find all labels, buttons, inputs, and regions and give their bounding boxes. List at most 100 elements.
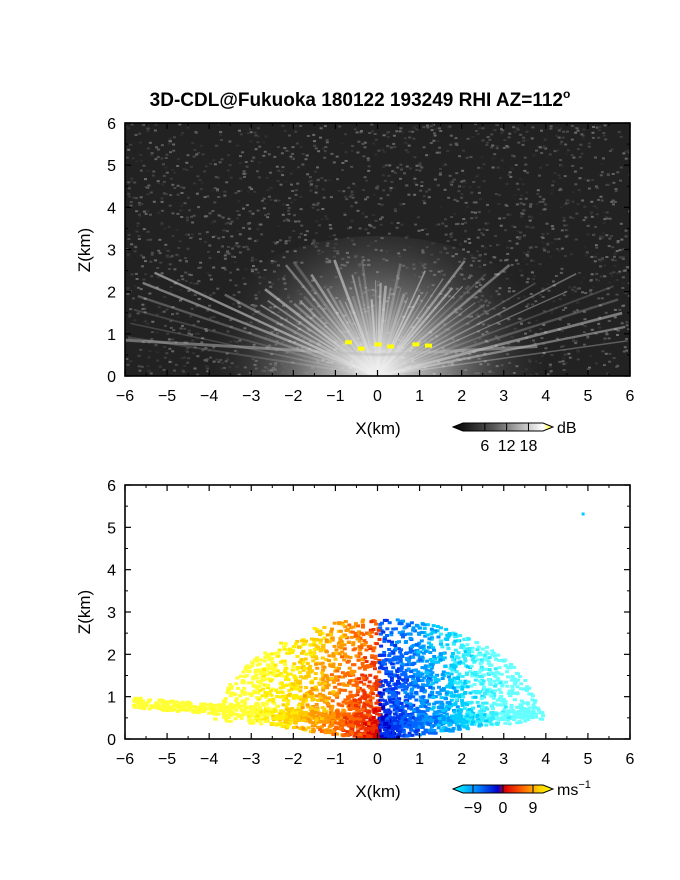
noise-speck [608, 150, 612, 152]
velocity-pixel [469, 684, 474, 688]
noise-speck [179, 134, 183, 137]
noise-speck [595, 213, 599, 216]
velocity-pixel [431, 624, 436, 628]
velocity-pixel [279, 641, 284, 645]
velocity-pixel [467, 707, 472, 711]
velocity-pixel [466, 701, 471, 704]
noise-speck [146, 169, 150, 172]
velocity-pixel [488, 671, 493, 675]
velocity-pixel [445, 704, 450, 708]
velocity-pixel [324, 674, 329, 678]
velocity-pixel [444, 693, 449, 697]
velocity-pixel [367, 680, 372, 684]
velocity-pixel [315, 708, 320, 712]
fan-ray [376, 303, 486, 376]
velocity-pixel [377, 691, 382, 695]
velocity-pixel [256, 668, 261, 672]
noise-speck [127, 148, 131, 151]
velocity-pixel [259, 722, 264, 726]
noise-speck [291, 157, 295, 160]
velocity-pixel [233, 717, 238, 721]
noise-speck [554, 126, 558, 129]
velocity-pixel [449, 672, 454, 676]
velocity-pixel [470, 674, 475, 678]
noise-speck [168, 359, 172, 362]
velocity-pixel [246, 681, 251, 685]
noise-speck [229, 271, 233, 274]
noise-speck [275, 165, 279, 168]
noise-speck [195, 153, 199, 156]
noise-speck [293, 214, 296, 217]
noise-speck [564, 255, 567, 257]
velocity-pixel [453, 681, 458, 685]
noise-speck [127, 195, 131, 198]
velocity-pixel [319, 725, 324, 729]
noise-speck [155, 313, 159, 316]
noise-speck [142, 278, 146, 281]
noise-speck [372, 142, 376, 145]
velocity-pixel [400, 672, 405, 676]
velocity-pixel [229, 685, 234, 689]
velocity-pixel [389, 679, 394, 683]
velocity-pixel [286, 699, 291, 703]
velocity-pixel [381, 661, 385, 665]
velocity-pixel [399, 706, 403, 710]
velocity-pixel [515, 705, 520, 709]
velocity-pixel [429, 637, 434, 641]
velocity-pixel [416, 670, 421, 674]
noise-speck [393, 145, 397, 148]
noise-speck [579, 167, 583, 170]
noise-speck [603, 218, 607, 221]
noise-speck [313, 144, 317, 147]
noise-speck [621, 287, 625, 289]
noise-speck [497, 194, 501, 197]
velocity-pixel [387, 698, 392, 702]
velocity-pixel [250, 661, 255, 665]
noise-speck [127, 238, 131, 240]
velocity-pixel [479, 665, 484, 669]
noise-speck [287, 239, 291, 242]
velocity-pixel [479, 697, 484, 701]
velocity-pixel [368, 701, 373, 705]
noise-speck [433, 134, 437, 137]
velocity-pixel [342, 658, 347, 662]
velocity-pixel [450, 668, 455, 672]
velocity-pixel [424, 728, 429, 732]
noise-speck [627, 294, 630, 297]
noise-speck [444, 218, 447, 221]
velocity-pixel [384, 701, 389, 705]
noise-speck [238, 233, 242, 236]
noise-speck [237, 200, 241, 203]
noise-speck [206, 195, 210, 198]
velocity-pixel [234, 682, 239, 686]
velocity-pixel [262, 717, 267, 721]
noise-speck [319, 136, 322, 139]
fan-ray [326, 288, 379, 376]
velocity-pixel [340, 671, 345, 675]
noise-speck [493, 153, 497, 156]
noise-speck [168, 204, 172, 207]
noise-speck [554, 275, 558, 277]
noise-speck [181, 132, 185, 135]
noise-speck [563, 290, 567, 293]
velocity-pixel [478, 690, 483, 694]
velocity-pixel [247, 692, 252, 696]
noise-speck [159, 261, 163, 264]
velocity-pixel [356, 658, 361, 662]
noise-speck [476, 250, 479, 253]
noise-speck [450, 232, 454, 235]
noise-speck [313, 140, 316, 143]
velocity-pixel [381, 733, 386, 737]
velocity-pixel [266, 663, 270, 667]
velocity-pixel [398, 619, 402, 623]
velocity-pixel [443, 665, 448, 668]
velocity-pixel [321, 693, 326, 697]
noise-speck [254, 258, 258, 261]
noise-speck [523, 258, 527, 261]
reflectivity-xtick-label: 6 [626, 388, 635, 405]
velocity-pixel [337, 675, 341, 679]
noise-speck [557, 174, 561, 177]
noise-speck [386, 131, 390, 134]
velocity-pixel [376, 706, 381, 710]
noise-speck [506, 146, 510, 149]
